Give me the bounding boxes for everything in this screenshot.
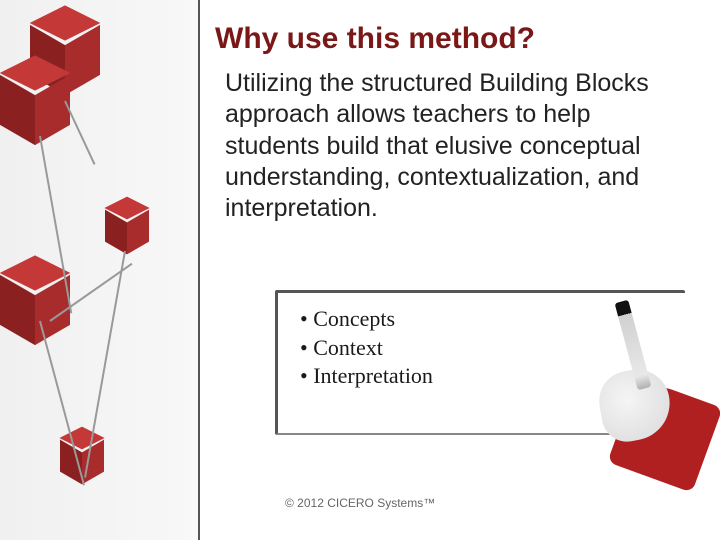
hand-writing-graphic: [560, 280, 710, 450]
bullets-list: Concepts Context Interpretation: [300, 305, 560, 391]
vertical-divider: [198, 0, 200, 540]
bullet-item: Context: [300, 334, 560, 363]
bullet-item: Interpretation: [300, 362, 560, 391]
cube-graphic: [0, 260, 70, 330]
cube-graphic: [0, 60, 70, 130]
sidebar-graphic: [0, 0, 200, 540]
body-paragraph: Utilizing the structured Building Blocks…: [225, 68, 665, 224]
bullet-item: Concepts: [300, 305, 560, 334]
connector-line: [64, 101, 95, 165]
cube-graphic: [105, 200, 175, 270]
copyright-footer: © 2012 CICERO Systems™: [285, 496, 435, 510]
slide-title: Why use this method?: [215, 22, 535, 56]
